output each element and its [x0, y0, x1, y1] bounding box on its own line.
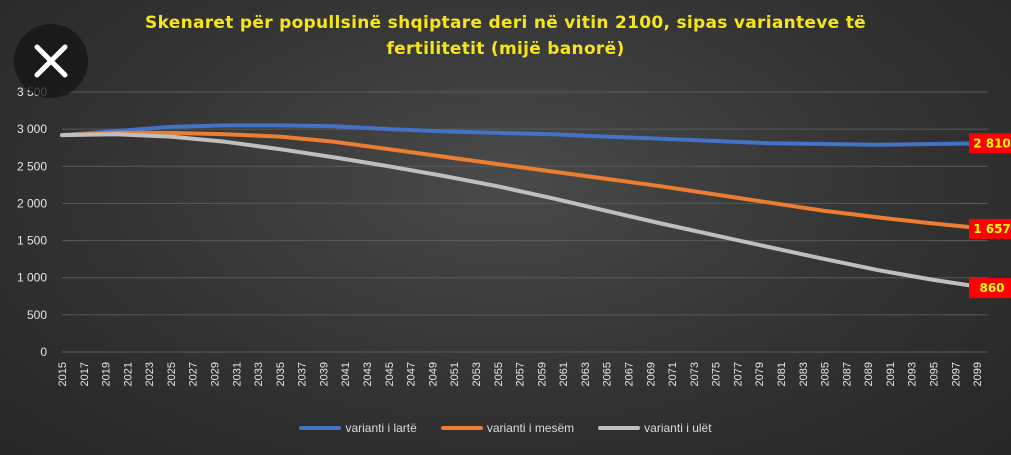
legend-item-1: varianti i lartë	[299, 421, 417, 435]
end-label-box	[969, 133, 1011, 154]
x-tick-label: 2019	[101, 362, 113, 386]
x-tick-label: 2085	[820, 362, 832, 386]
x-tick-label: 2045	[384, 362, 396, 386]
series-lines	[60, 123, 990, 291]
legend-item-2: varianti i mesëm	[440, 421, 575, 435]
x-tick-label: 2053	[471, 362, 483, 386]
series-line-2	[60, 130, 990, 231]
x-tick-label: 2067	[623, 362, 635, 386]
end-labels: 2 810 1 657 860	[969, 133, 1011, 299]
x-axis-ticks: 2015 2017 2019 2021 2023 2025 2027 2029 2031 2033…	[57, 362, 984, 386]
end-label-3: 860	[969, 278, 1011, 299]
legend-swatch	[299, 426, 342, 430]
x-tick-label: 2021	[122, 362, 134, 386]
legend-label: varianti i ulët	[644, 421, 712, 435]
x-tick-label: 2089	[863, 362, 875, 386]
chart-legend: varianti i lartë varianti i mesëm varianti…	[0, 421, 1011, 435]
x-tick-label: 2025	[166, 362, 178, 386]
end-label-1: 2 810	[969, 133, 1011, 154]
x-tick-label: 2069	[645, 362, 657, 386]
x-tick-label: 2081	[776, 362, 788, 386]
x-tick-label: 2023	[144, 362, 156, 386]
end-label-text: 860	[979, 281, 1004, 295]
legend-item-3: varianti i ulët	[598, 421, 712, 435]
x-tick-label: 2097	[950, 362, 962, 386]
x-tick-label: 2077	[732, 362, 744, 386]
x-tick-label: 2083	[798, 362, 810, 386]
x-tick-label: 2073	[689, 362, 701, 386]
x-tick-label: 2055	[493, 362, 505, 386]
series-line-3	[60, 132, 990, 291]
x-tick-label: 2017	[79, 362, 91, 386]
end-label-text: 2 810	[973, 136, 1011, 150]
end-label-text: 1 657	[973, 222, 1011, 236]
legend-swatch	[598, 426, 641, 430]
y-tick-label: 0	[40, 345, 47, 359]
y-tick-label: 1 500	[17, 234, 47, 248]
x-tick-label: 2057	[515, 362, 527, 386]
end-label-box	[969, 278, 1011, 299]
x-tick-label: 2049	[427, 362, 439, 386]
chart-title-line-2: fertilitetit (mijë banorë)	[386, 39, 625, 59]
x-tick-label: 2091	[885, 362, 897, 386]
series-line-1	[60, 123, 990, 147]
y-tick-label: 500	[27, 308, 47, 322]
x-tick-label: 2041	[340, 362, 352, 386]
end-label-box	[969, 218, 1011, 239]
x-tick-label: 2061	[558, 362, 570, 386]
y-tick-label: 2 500	[17, 159, 47, 173]
y-tick-label: 1 000	[17, 271, 47, 285]
x-tick-label: 2075	[711, 362, 723, 386]
close-icon	[34, 44, 68, 78]
legend-swatch	[440, 426, 483, 430]
x-tick-label: 2095	[929, 362, 941, 386]
grid-lines	[62, 91, 988, 353]
x-tick-label: 2027	[188, 362, 200, 386]
x-tick-label: 2047	[406, 362, 418, 386]
x-tick-label: 2029	[210, 362, 222, 386]
close-button[interactable]	[14, 24, 88, 98]
x-tick-label: 2037	[297, 362, 309, 386]
x-tick-label: 2079	[754, 362, 766, 386]
legend-label: varianti i lartë	[345, 421, 417, 435]
x-tick-label: 2033	[253, 362, 265, 386]
chart-title-line-1: Skenaret për popullsinë shqiptare deri n…	[145, 13, 866, 33]
x-tick-label: 2063	[580, 362, 592, 386]
end-label-2: 1 657	[969, 218, 1011, 239]
legend-label: varianti i mesëm	[486, 421, 575, 435]
x-tick-label: 2065	[602, 362, 614, 386]
x-tick-label: 2051	[449, 362, 461, 386]
x-tick-label: 2039	[318, 362, 330, 386]
x-tick-label: 2087	[841, 362, 853, 386]
y-tick-label: 3 000	[17, 122, 47, 136]
x-tick-label: 2059	[536, 362, 548, 386]
y-tick-label: 2 000	[17, 196, 47, 210]
x-tick-label: 2099	[972, 362, 984, 386]
x-tick-label: 2015	[57, 362, 69, 386]
x-tick-label: 2043	[362, 362, 374, 386]
chart-title: Skenaret për popullsinë shqiptare deri n…	[0, 10, 1011, 62]
x-tick-label: 2093	[907, 362, 919, 386]
x-tick-label: 2031	[231, 362, 243, 386]
x-tick-label: 2071	[667, 362, 679, 386]
x-tick-label: 2035	[275, 362, 287, 386]
